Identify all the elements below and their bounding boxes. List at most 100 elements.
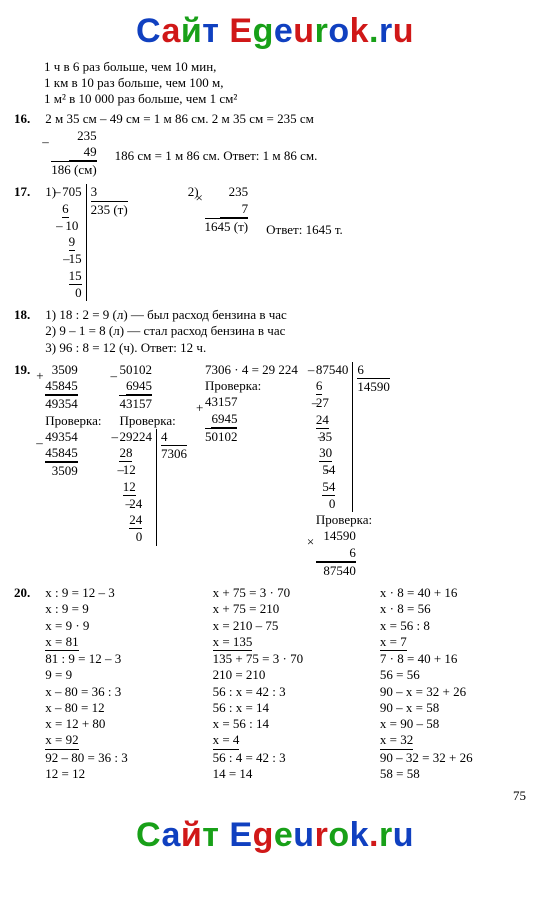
top-watermark: Сайт Egeurok.ru xyxy=(14,10,536,53)
eq-line: x = 56 : 8 xyxy=(380,618,535,634)
p19-col2: 50102 6945 43157 Проверка: –29224 28 – 1… xyxy=(119,362,187,546)
calc-result: 186 (см) xyxy=(51,161,96,178)
p19-col3: 7306 · 4 = 29 224 Проверка: 43157 6945 5… xyxy=(205,362,298,445)
divisor: 4 xyxy=(161,429,187,445)
eq-line: 56 : x = 42 : 3 xyxy=(213,684,368,700)
eq-line: x = 56 : 14 xyxy=(213,716,368,732)
wm-char: r xyxy=(315,816,329,854)
calc-result: 50102 xyxy=(205,428,238,445)
eq-line: 14 = 14 xyxy=(213,766,368,782)
p20-col3: x · 8 = 40 + 16 x · 8 = 56 x = 56 : 8 x … xyxy=(380,585,535,782)
calc-line: 6 xyxy=(62,201,69,218)
addition-column: 43157 6945 50102 xyxy=(205,394,238,445)
p18-line: 3) 96 : 8 = 12 (ч). Ответ: 12 ч. xyxy=(45,340,535,356)
math-page: Сайт Egeurok.ru 1 ч в 6 раз больше, чем … xyxy=(0,0,550,875)
p16-tail: 186 см = 1 м 86 см. Ответ: 1 м 86 см. xyxy=(115,148,318,164)
eq-line: x · 8 = 40 + 16 xyxy=(380,585,535,601)
problem-number: 16. xyxy=(14,111,42,127)
check-label: Проверка: xyxy=(205,378,298,394)
calc-result: 1645 (т) xyxy=(205,218,249,235)
eq-line: 9 = 9 xyxy=(45,667,200,683)
calc-line: 87540 xyxy=(316,362,349,377)
check-label: Проверка: xyxy=(316,512,390,528)
wm-char: o xyxy=(328,12,349,50)
bottom-watermark: Сайт Egeurok.ru xyxy=(14,814,536,857)
calc-line: 45845 xyxy=(45,445,78,462)
calc-line: 6945 xyxy=(211,411,237,428)
p18-line: 1) 18 : 2 = 9 (л) — был расход бензина в… xyxy=(45,307,535,323)
wm-char: k xyxy=(350,816,369,854)
wm-char: E xyxy=(229,12,252,50)
eq-line: 12 = 12 xyxy=(45,766,200,782)
eq-line: x – 80 = 12 xyxy=(45,700,200,716)
problem-body: 3509 45845 49354 Проверка: 49354 45845 3… xyxy=(45,362,535,579)
eq-line: x = 9 · 9 xyxy=(45,618,200,634)
wm-char: а xyxy=(161,816,180,854)
wm-char: u xyxy=(393,12,414,50)
wm-char: u xyxy=(393,816,414,854)
check-label: Проверка: xyxy=(119,413,187,429)
eq-line: x = 135 xyxy=(213,634,253,651)
calc-line: 6945 xyxy=(126,378,152,395)
eq-line: x = 92 xyxy=(45,732,78,749)
long-division: –87540 6 –27 24 – 35 30 – 54 54 0 6 xyxy=(316,362,390,512)
wm-char: а xyxy=(161,12,180,50)
eq-line: x = 4 xyxy=(213,732,240,749)
eq-line: 56 = 56 xyxy=(380,667,535,683)
calc-result: 43157 xyxy=(119,395,152,412)
addition-column: 3509 45845 49354 xyxy=(45,362,78,413)
calc-line: 24 xyxy=(316,412,329,429)
wm-char: o xyxy=(328,816,349,854)
divisor: 3 xyxy=(91,184,128,200)
calc-line: 0 xyxy=(329,496,336,511)
p19-col3-head: 7306 · 4 = 29 224 xyxy=(205,362,298,378)
calc-line: 235 xyxy=(205,184,249,200)
eq-line: 90 – x = 58 xyxy=(380,700,535,716)
problem-body: x : 9 = 12 – 3 x : 9 = 9 x = 9 · 9 x = 8… xyxy=(45,585,535,782)
calc-line: 3509 xyxy=(45,362,78,378)
quotient: 235 (т) xyxy=(91,201,128,218)
problem-19: 19. 3509 45845 49354 Проверка: 49354 458… xyxy=(14,362,536,579)
calc-line: 15 xyxy=(69,251,82,266)
multiplication-column: 14590 6 87540 xyxy=(316,528,356,579)
problem-body: 1) –705 6 – 10 9 – 15 15 0 3 235 xyxy=(45,184,535,301)
eq-line: x : 9 = 12 – 3 xyxy=(45,585,200,601)
calc-line: 12 xyxy=(123,479,136,496)
eq-line: 90 – x = 32 + 26 xyxy=(380,684,535,700)
divisor: 6 xyxy=(357,362,390,378)
eq-line: 90 – 32 = 32 + 26 xyxy=(380,750,535,766)
eq-line: x + 75 = 210 xyxy=(213,601,368,617)
calc-line: 49 xyxy=(69,144,97,161)
p20-col2: x + 75 = 3 · 70 x + 75 = 210 x = 210 – 7… xyxy=(213,585,368,782)
p19-col1: 3509 45845 49354 Проверка: 49354 45845 3… xyxy=(45,362,101,480)
long-division: –29224 28 – 12 12 – 24 24 0 4 7306 xyxy=(119,429,187,546)
eq-line: 58 = 58 xyxy=(380,766,535,782)
problem-number: 20. xyxy=(14,585,42,601)
eq-line: 92 – 80 = 36 : 3 xyxy=(45,750,200,766)
calc-line: 30 xyxy=(319,445,332,462)
calc-line: 6 xyxy=(316,545,356,562)
three-columns: x : 9 = 12 – 3 x : 9 = 9 x = 9 · 9 x = 8… xyxy=(45,585,535,782)
wm-char: С xyxy=(136,12,161,50)
wm-char: e xyxy=(274,816,293,854)
wm-char: й xyxy=(181,816,202,854)
subtraction-column: 49354 45845 3509 xyxy=(45,429,78,480)
wm-char: k xyxy=(350,12,369,50)
eq-line: x + 75 = 3 · 70 xyxy=(213,585,368,601)
problem-number: 18. xyxy=(14,307,42,323)
calc-result: 87540 xyxy=(316,562,356,579)
intro-line: 1 км в 10 раз больше, чем 100 м, xyxy=(14,75,536,91)
problem-body: 1) 18 : 2 = 9 (л) — был расход бензина в… xyxy=(45,307,535,356)
wm-char: r xyxy=(379,12,393,50)
calc-line: 29224 xyxy=(119,429,152,444)
wm-char: r xyxy=(379,816,393,854)
check-label: Проверка: xyxy=(45,413,101,429)
calc-line: 235 xyxy=(51,128,96,144)
wm-char: . xyxy=(369,816,379,854)
eq-line: x = 90 – 58 xyxy=(380,716,535,732)
calc-line: 12 xyxy=(123,462,136,477)
calc-line: 50102 xyxy=(119,362,152,378)
problem-17: 17. 1) –705 6 – 10 9 – 15 15 0 xyxy=(14,184,536,301)
calc-line: 43157 xyxy=(205,394,238,410)
quotient: 14590 xyxy=(357,378,390,395)
